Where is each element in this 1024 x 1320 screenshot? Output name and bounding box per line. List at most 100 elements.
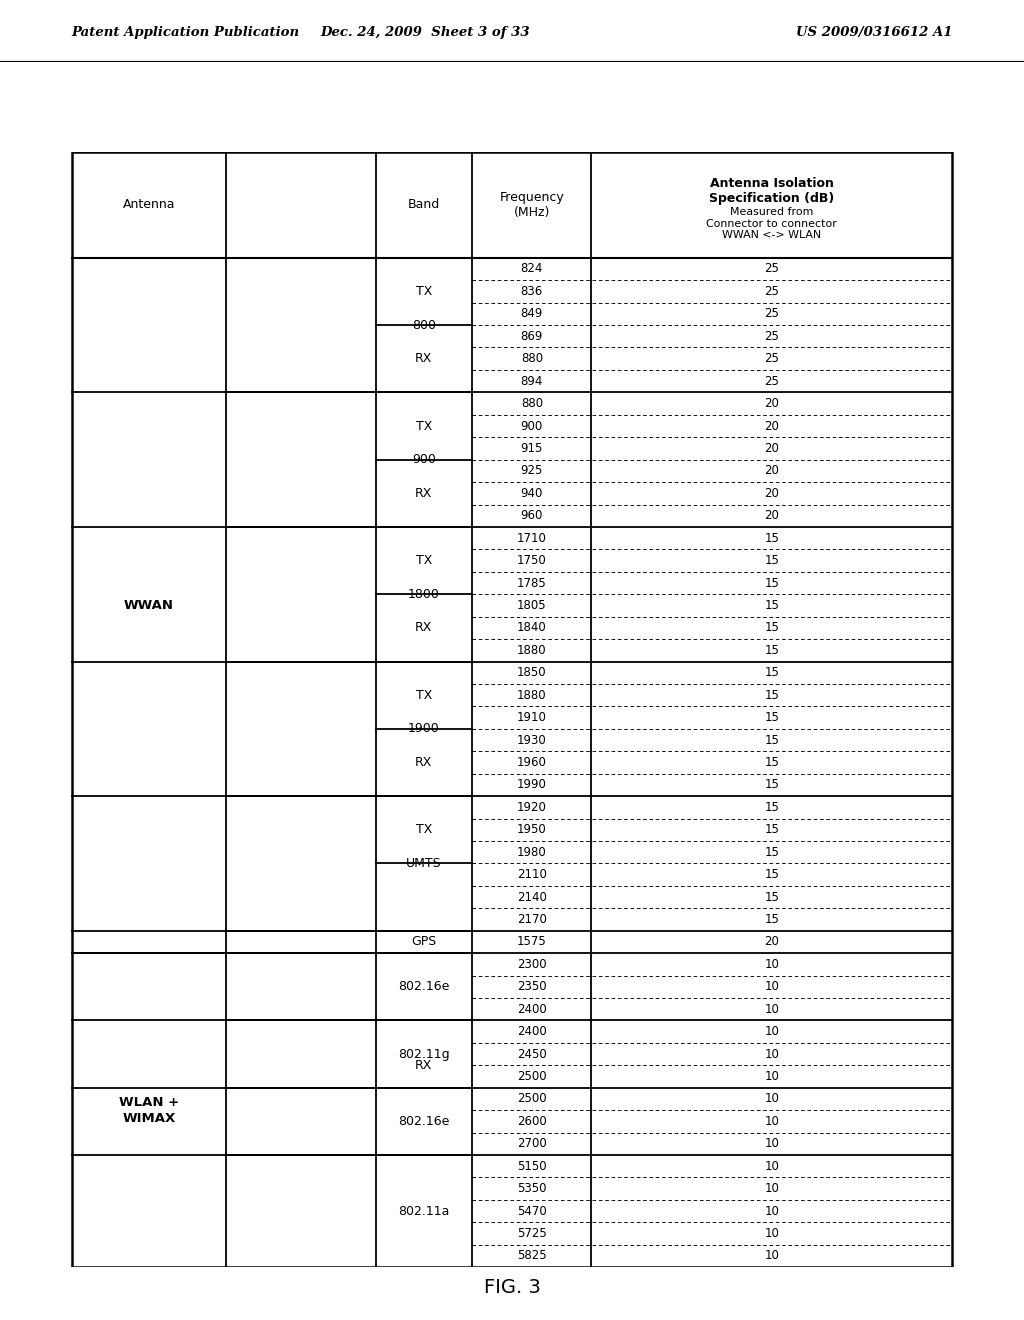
Bar	[72, 152, 952, 1267]
Text: 15: 15	[764, 532, 779, 545]
Text: 1880: 1880	[517, 644, 547, 657]
Text: 802.16e: 802.16e	[398, 1115, 450, 1127]
Text: 10: 10	[764, 1071, 779, 1082]
Text: 5150: 5150	[517, 1160, 547, 1172]
Text: 20: 20	[764, 487, 779, 500]
Text: 25: 25	[764, 352, 779, 366]
Text: 25: 25	[764, 375, 779, 388]
Text: 2450: 2450	[517, 1048, 547, 1060]
Text: 15: 15	[764, 756, 779, 770]
Text: 2140: 2140	[517, 891, 547, 904]
Text: 1880: 1880	[517, 689, 547, 702]
Text: 15: 15	[764, 846, 779, 859]
Text: 15: 15	[764, 689, 779, 702]
Text: 15: 15	[764, 667, 779, 680]
Text: 824: 824	[520, 263, 543, 276]
Text: 15: 15	[764, 734, 779, 747]
Text: 5825: 5825	[517, 1250, 547, 1262]
Text: Frequency
(MHz): Frequency (MHz)	[500, 190, 564, 219]
Text: 802.11g: 802.11g	[398, 1048, 450, 1060]
Text: Dec. 24, 2009  Sheet 3 of 33: Dec. 24, 2009 Sheet 3 of 33	[321, 26, 529, 40]
Text: Antenna: Antenna	[123, 198, 175, 211]
Text: 10: 10	[764, 1048, 779, 1060]
Text: 1980: 1980	[517, 846, 547, 859]
Text: 20: 20	[764, 397, 779, 411]
Text: 1910: 1910	[517, 711, 547, 725]
Text: 15: 15	[764, 824, 779, 837]
Text: 1575: 1575	[517, 936, 547, 949]
Text: 25: 25	[764, 285, 779, 298]
Text: RX: RX	[416, 487, 432, 500]
Text: 1840: 1840	[517, 622, 547, 635]
Text: 25: 25	[764, 308, 779, 321]
Text: 15: 15	[764, 599, 779, 612]
Text: 1710: 1710	[517, 532, 547, 545]
Text: Measured from
Connector to connector
WWAN <-> WLAN: Measured from Connector to connector WWA…	[707, 207, 838, 240]
Text: Band: Band	[408, 198, 440, 211]
Text: 10: 10	[764, 1093, 779, 1105]
Text: 5470: 5470	[517, 1205, 547, 1217]
Text: 15: 15	[764, 801, 779, 814]
Text: 20: 20	[764, 936, 779, 949]
Text: RX: RX	[416, 756, 432, 770]
Text: 25: 25	[764, 263, 779, 276]
Text: 10: 10	[764, 1138, 779, 1150]
Text: UMTS: UMTS	[407, 857, 441, 870]
Text: 25: 25	[764, 330, 779, 343]
Text: 10: 10	[764, 981, 779, 994]
Text: 894: 894	[520, 375, 543, 388]
Text: GPS: GPS	[412, 936, 436, 949]
Text: 15: 15	[764, 891, 779, 904]
Text: TX: TX	[416, 689, 432, 702]
Text: 15: 15	[764, 869, 779, 882]
Text: 900: 900	[520, 420, 543, 433]
Text: 2500: 2500	[517, 1071, 547, 1082]
Text: TX: TX	[416, 285, 432, 298]
Text: Antenna Isolation
Specification (dB): Antenna Isolation Specification (dB)	[710, 177, 835, 205]
Text: 15: 15	[764, 913, 779, 927]
Text: 2400: 2400	[517, 1003, 547, 1015]
Text: 10: 10	[764, 1183, 779, 1195]
Text: 10: 10	[764, 1003, 779, 1015]
Text: 2400: 2400	[517, 1026, 547, 1038]
Text: 15: 15	[764, 554, 779, 568]
Text: 2500: 2500	[517, 1093, 547, 1105]
Text: 10: 10	[764, 1026, 779, 1038]
Text: Patent Application Publication: Patent Application Publication	[72, 26, 300, 40]
Text: 5725: 5725	[517, 1228, 547, 1239]
Text: 10: 10	[764, 1205, 779, 1217]
Text: 10: 10	[764, 1160, 779, 1172]
Text: 15: 15	[764, 577, 779, 590]
Text: 836: 836	[520, 285, 543, 298]
Text: 10: 10	[764, 1228, 779, 1239]
Text: TX: TX	[416, 554, 432, 568]
Text: 1990: 1990	[517, 779, 547, 792]
Text: 20: 20	[764, 510, 779, 523]
Text: 880: 880	[521, 352, 543, 366]
Text: 1800: 1800	[408, 587, 440, 601]
Text: RX: RX	[416, 352, 432, 366]
Text: 10: 10	[764, 1250, 779, 1262]
Text: TX: TX	[416, 824, 432, 837]
Text: 802.11a: 802.11a	[398, 1205, 450, 1217]
Text: 10: 10	[764, 958, 779, 972]
Text: 1785: 1785	[517, 577, 547, 590]
Text: 15: 15	[764, 644, 779, 657]
Text: TX: TX	[416, 420, 432, 433]
Text: US 2009/0316612 A1: US 2009/0316612 A1	[796, 26, 952, 40]
Text: 1850: 1850	[517, 667, 547, 680]
Text: 2600: 2600	[517, 1115, 547, 1127]
Text: 1930: 1930	[517, 734, 547, 747]
Text: 2170: 2170	[517, 913, 547, 927]
Text: 1960: 1960	[517, 756, 547, 770]
Text: 800: 800	[412, 318, 436, 331]
Text: 15: 15	[764, 622, 779, 635]
Text: 925: 925	[520, 465, 543, 478]
Text: 1805: 1805	[517, 599, 547, 612]
Text: RX: RX	[416, 1059, 432, 1072]
Text: 20: 20	[764, 420, 779, 433]
Text: 1950: 1950	[517, 824, 547, 837]
Text: 869: 869	[520, 330, 543, 343]
Text: 940: 940	[520, 487, 543, 500]
Text: 2110: 2110	[517, 869, 547, 882]
